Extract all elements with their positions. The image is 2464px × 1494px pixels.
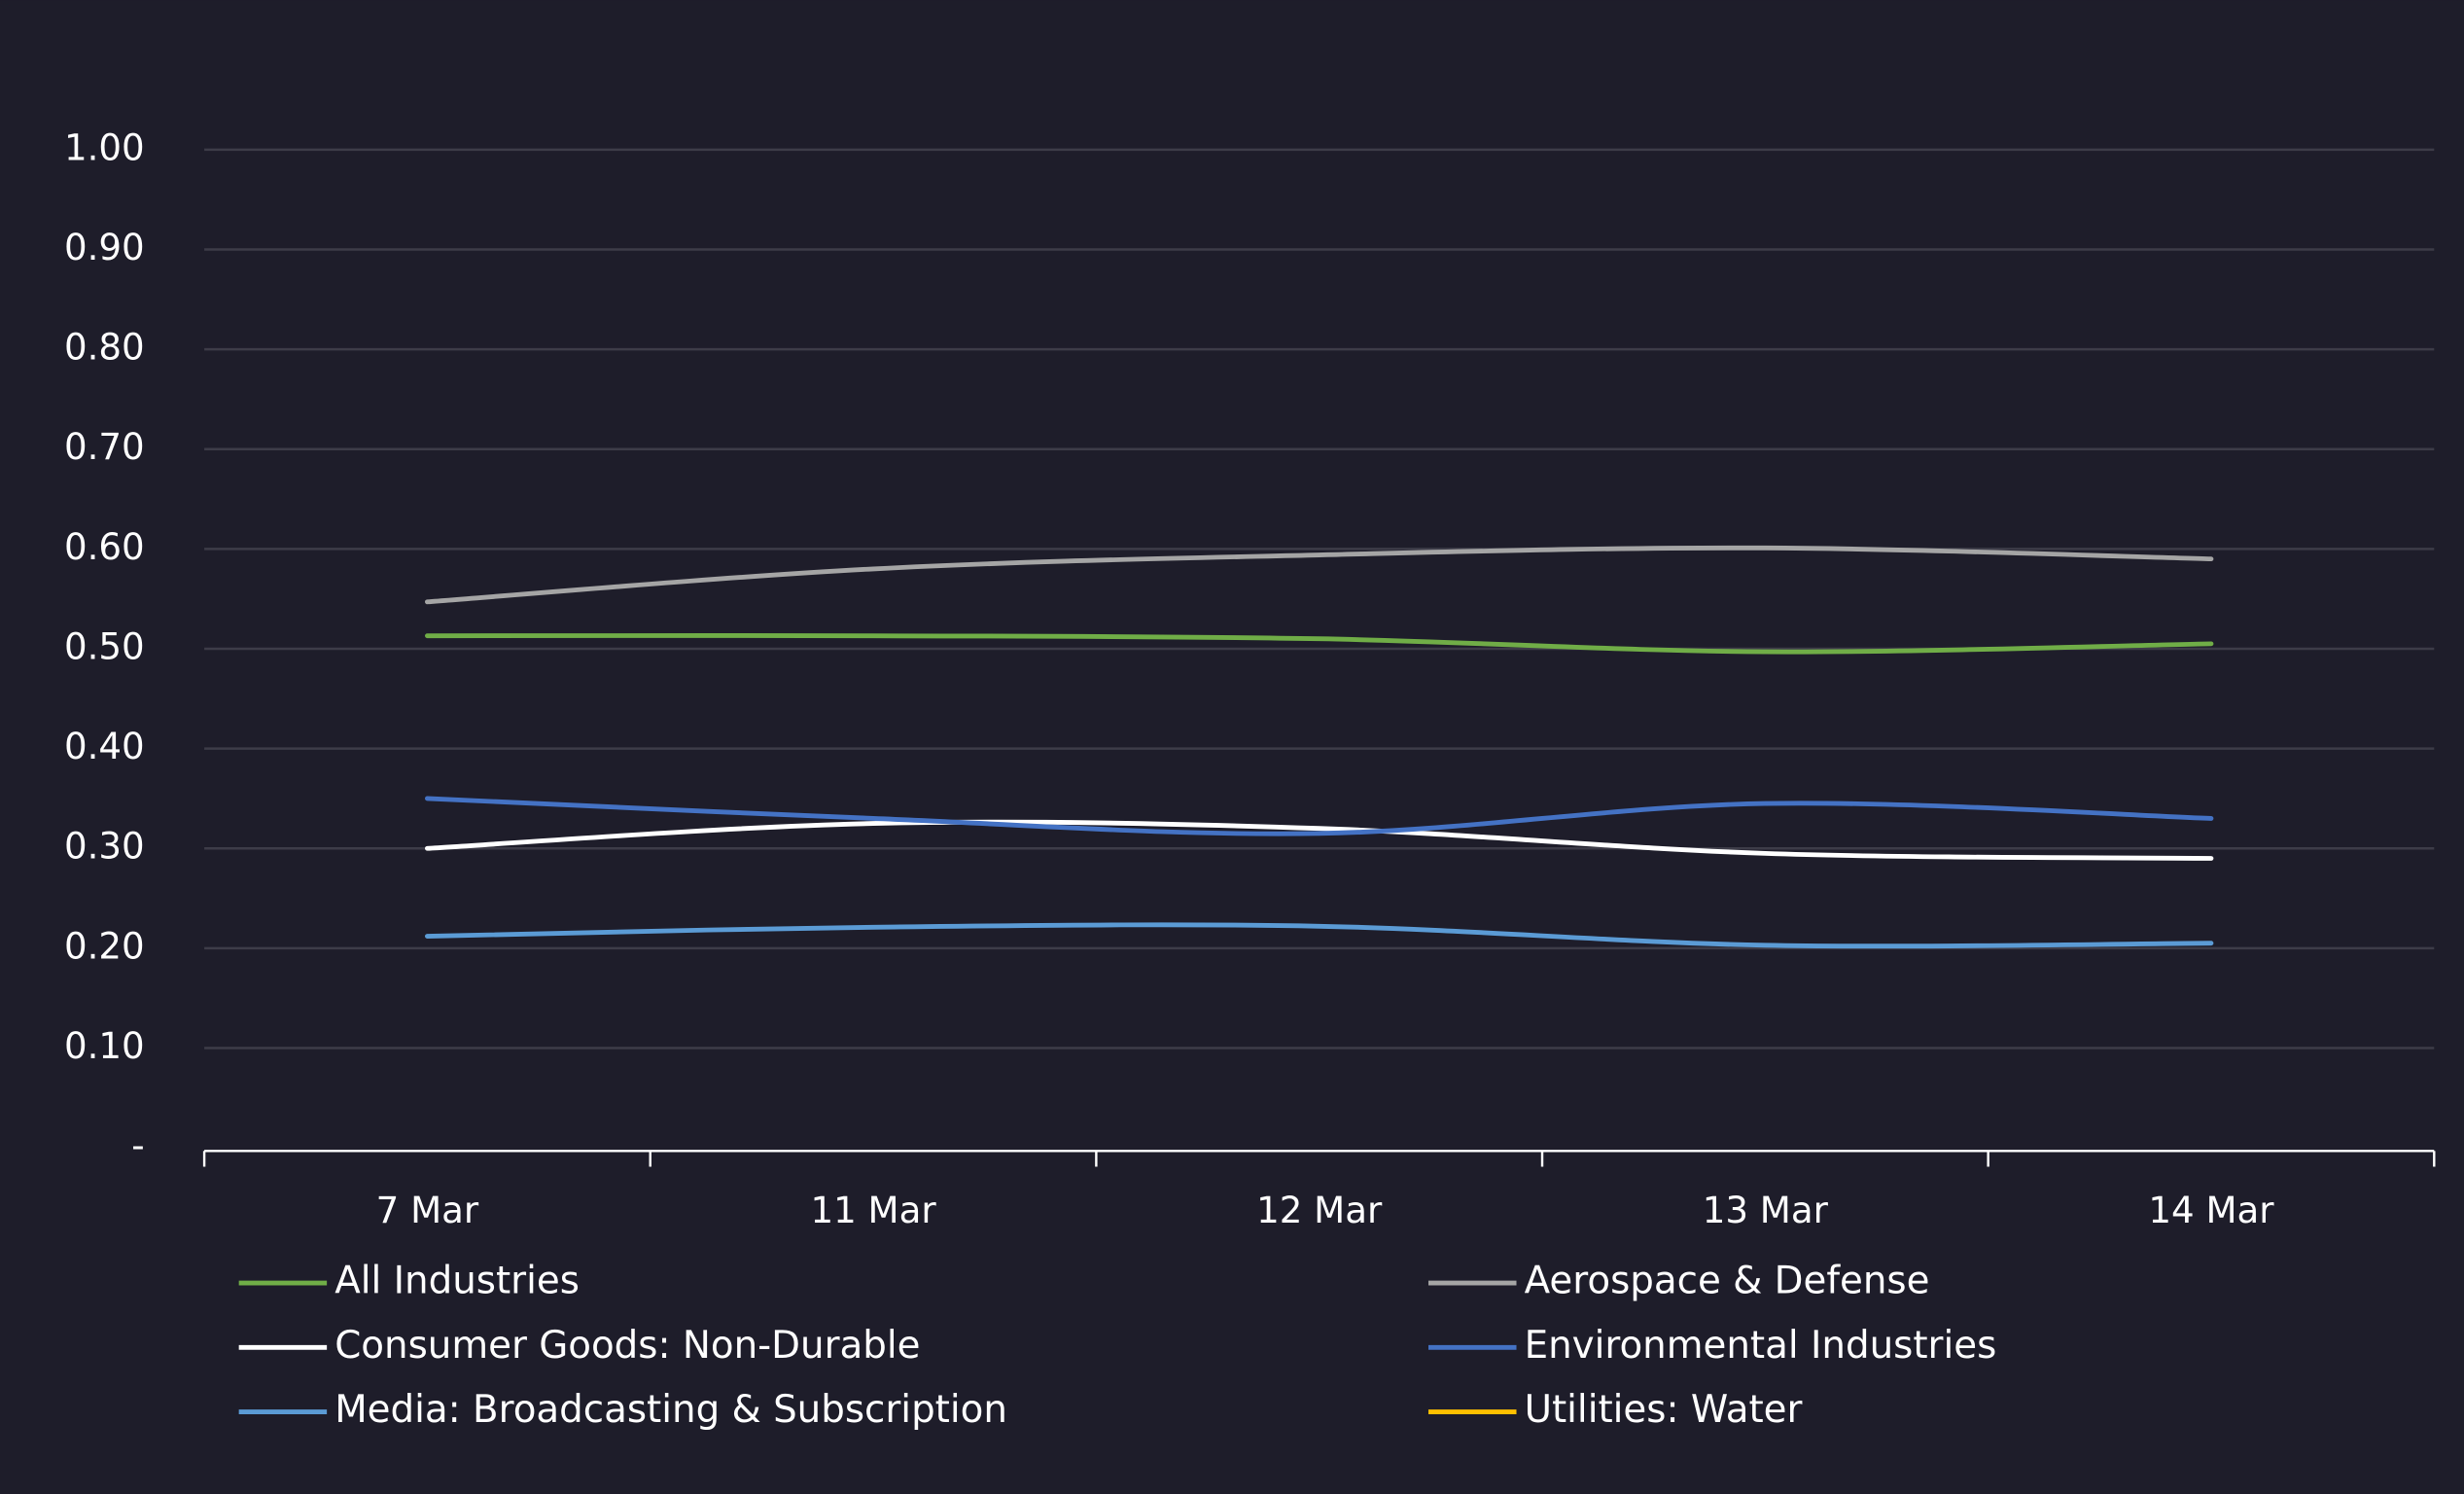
y-tick-label: 0.10 — [64, 1025, 145, 1067]
y-tick-label: 0.90 — [64, 227, 145, 268]
legend-label: All Industries — [334, 1260, 580, 1303]
series-line — [424, 633, 2214, 655]
y-tick-label: 1.00 — [64, 126, 145, 168]
legend-label: Utilities: Water — [1525, 1388, 1803, 1432]
series-line — [424, 819, 2214, 861]
x-tick-label: 13 Mar — [1703, 1190, 1829, 1231]
x-tick-label: 11 Mar — [810, 1190, 936, 1231]
y-tick-label: 0.30 — [64, 826, 145, 868]
legend-label: Consumer Goods: Non-Durable — [334, 1324, 920, 1368]
series-line — [424, 922, 2214, 949]
y-tick-label: 0.60 — [64, 526, 145, 568]
y-tick-label: 0.70 — [64, 426, 145, 468]
x-tick-label: 7 Mar — [376, 1190, 479, 1231]
y-tick-label: - — [131, 1125, 144, 1167]
x-tick-label: 12 Mar — [1256, 1190, 1383, 1231]
y-tick-label: 0.50 — [64, 625, 145, 667]
y-tick-label: 0.40 — [64, 726, 145, 767]
series-line — [424, 545, 2214, 605]
series-line — [424, 796, 2214, 836]
y-tick-label: 0.80 — [64, 327, 145, 369]
x-tick-label: 14 Mar — [2148, 1190, 2274, 1231]
legend-label: Media: Broadcasting & Subscription — [334, 1388, 1007, 1432]
y-tick-label: 0.20 — [64, 925, 145, 967]
legend-label: Aerospace & Defense — [1525, 1260, 1930, 1303]
legend-label: Environmental Industries — [1525, 1324, 1997, 1368]
